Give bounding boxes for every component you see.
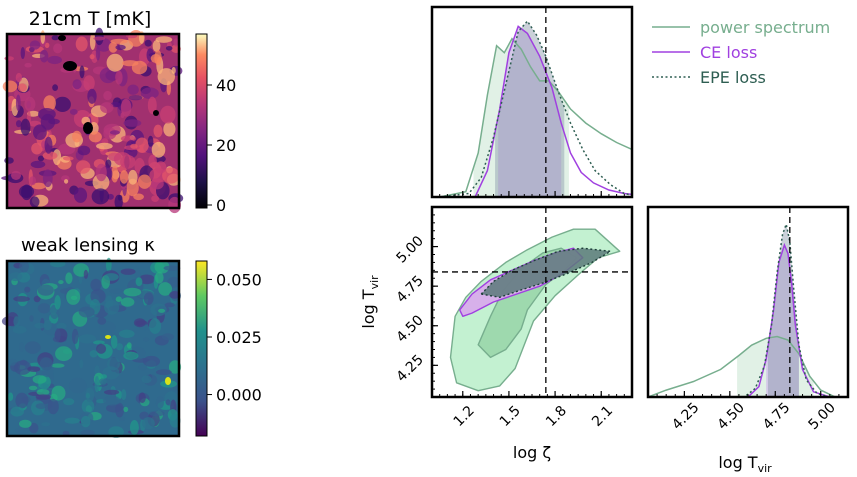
marginal-band-epe-loss	[768, 225, 799, 397]
colorbar-tick-label: 20	[216, 136, 236, 155]
tick-label: 4.25	[393, 352, 426, 385]
map-21cm-colorbar: 0 20 40	[195, 33, 236, 215]
tick-label: 4.25	[669, 400, 702, 433]
map-lensing-bright-spot	[165, 377, 171, 385]
tick-label: 5.00	[805, 400, 838, 433]
map-21cm-dark-spot	[153, 110, 159, 116]
map-21cm-dark-spot	[58, 35, 66, 41]
tick-label: 4.50	[393, 312, 426, 345]
map-21cm-title: 21cm T [mK]	[29, 8, 152, 30]
tick-label: 4.75	[393, 273, 426, 306]
marginal-curve-power-spectrum	[439, 37, 632, 197]
marginal-logtvir-panel: 4.25 4.50 4.75 5.00	[646, 205, 850, 433]
map-lensing-colorbar: 0.000 0.025 0.050	[195, 260, 262, 437]
legend-label: EPE loss	[700, 68, 766, 87]
tick-label: 1.8	[543, 403, 570, 430]
marginal-band-ce-loss	[766, 245, 799, 397]
tick-label: 2.1	[589, 403, 616, 430]
joint-y-axis-label: log Tvir	[359, 275, 381, 329]
marginal-curve-epe-loss	[648, 221, 848, 397]
map-21cm-texture	[1, 27, 184, 214]
map-lensing-image	[1, 257, 182, 438]
tick-label: 1.5	[497, 403, 524, 430]
tick-label: 4.50	[715, 400, 748, 433]
tick-label: 4.75	[760, 400, 793, 433]
colorbar-tick-label: 0	[216, 196, 226, 215]
colorbar-tick-label: 40	[216, 76, 236, 95]
marginal-x-axis-label: log Tvir	[718, 453, 772, 475]
map-21cm-image	[1, 27, 184, 214]
legend-label: CE loss	[700, 43, 757, 62]
marginal-curve-power-spectrum	[648, 335, 848, 397]
colorbar-tick-label: 0.025	[216, 328, 262, 347]
colorbar-tick-label: 0.050	[216, 270, 262, 289]
legend-label: power spectrum	[700, 18, 830, 37]
map-21cm-dark-spot	[63, 61, 77, 71]
colorbar-tick-label: 0.000	[216, 386, 262, 405]
marginal-logzeta-panel	[430, 5, 634, 199]
map-lensing-texture	[1, 257, 182, 438]
tick-label: 5.00	[393, 233, 426, 266]
legend: power spectrum CE loss EPE loss	[652, 18, 830, 87]
marginal-band-epe-loss	[495, 22, 565, 197]
joint-contour-panel: 1.2 1.5 1.8 2.1 4.25 4.50 4.75 5.00	[393, 205, 634, 430]
map-lensing-bright-spot	[105, 335, 111, 339]
marginal-band-ce-loss	[498, 26, 562, 197]
tick-label: 1.2	[451, 403, 478, 430]
joint-x-axis-label: log ζ	[513, 443, 551, 462]
marginal-curve-ce-loss	[648, 242, 848, 397]
map-lensing-title: weak lensing κ	[21, 235, 155, 256]
map-21cm-dark-spot	[83, 122, 93, 134]
